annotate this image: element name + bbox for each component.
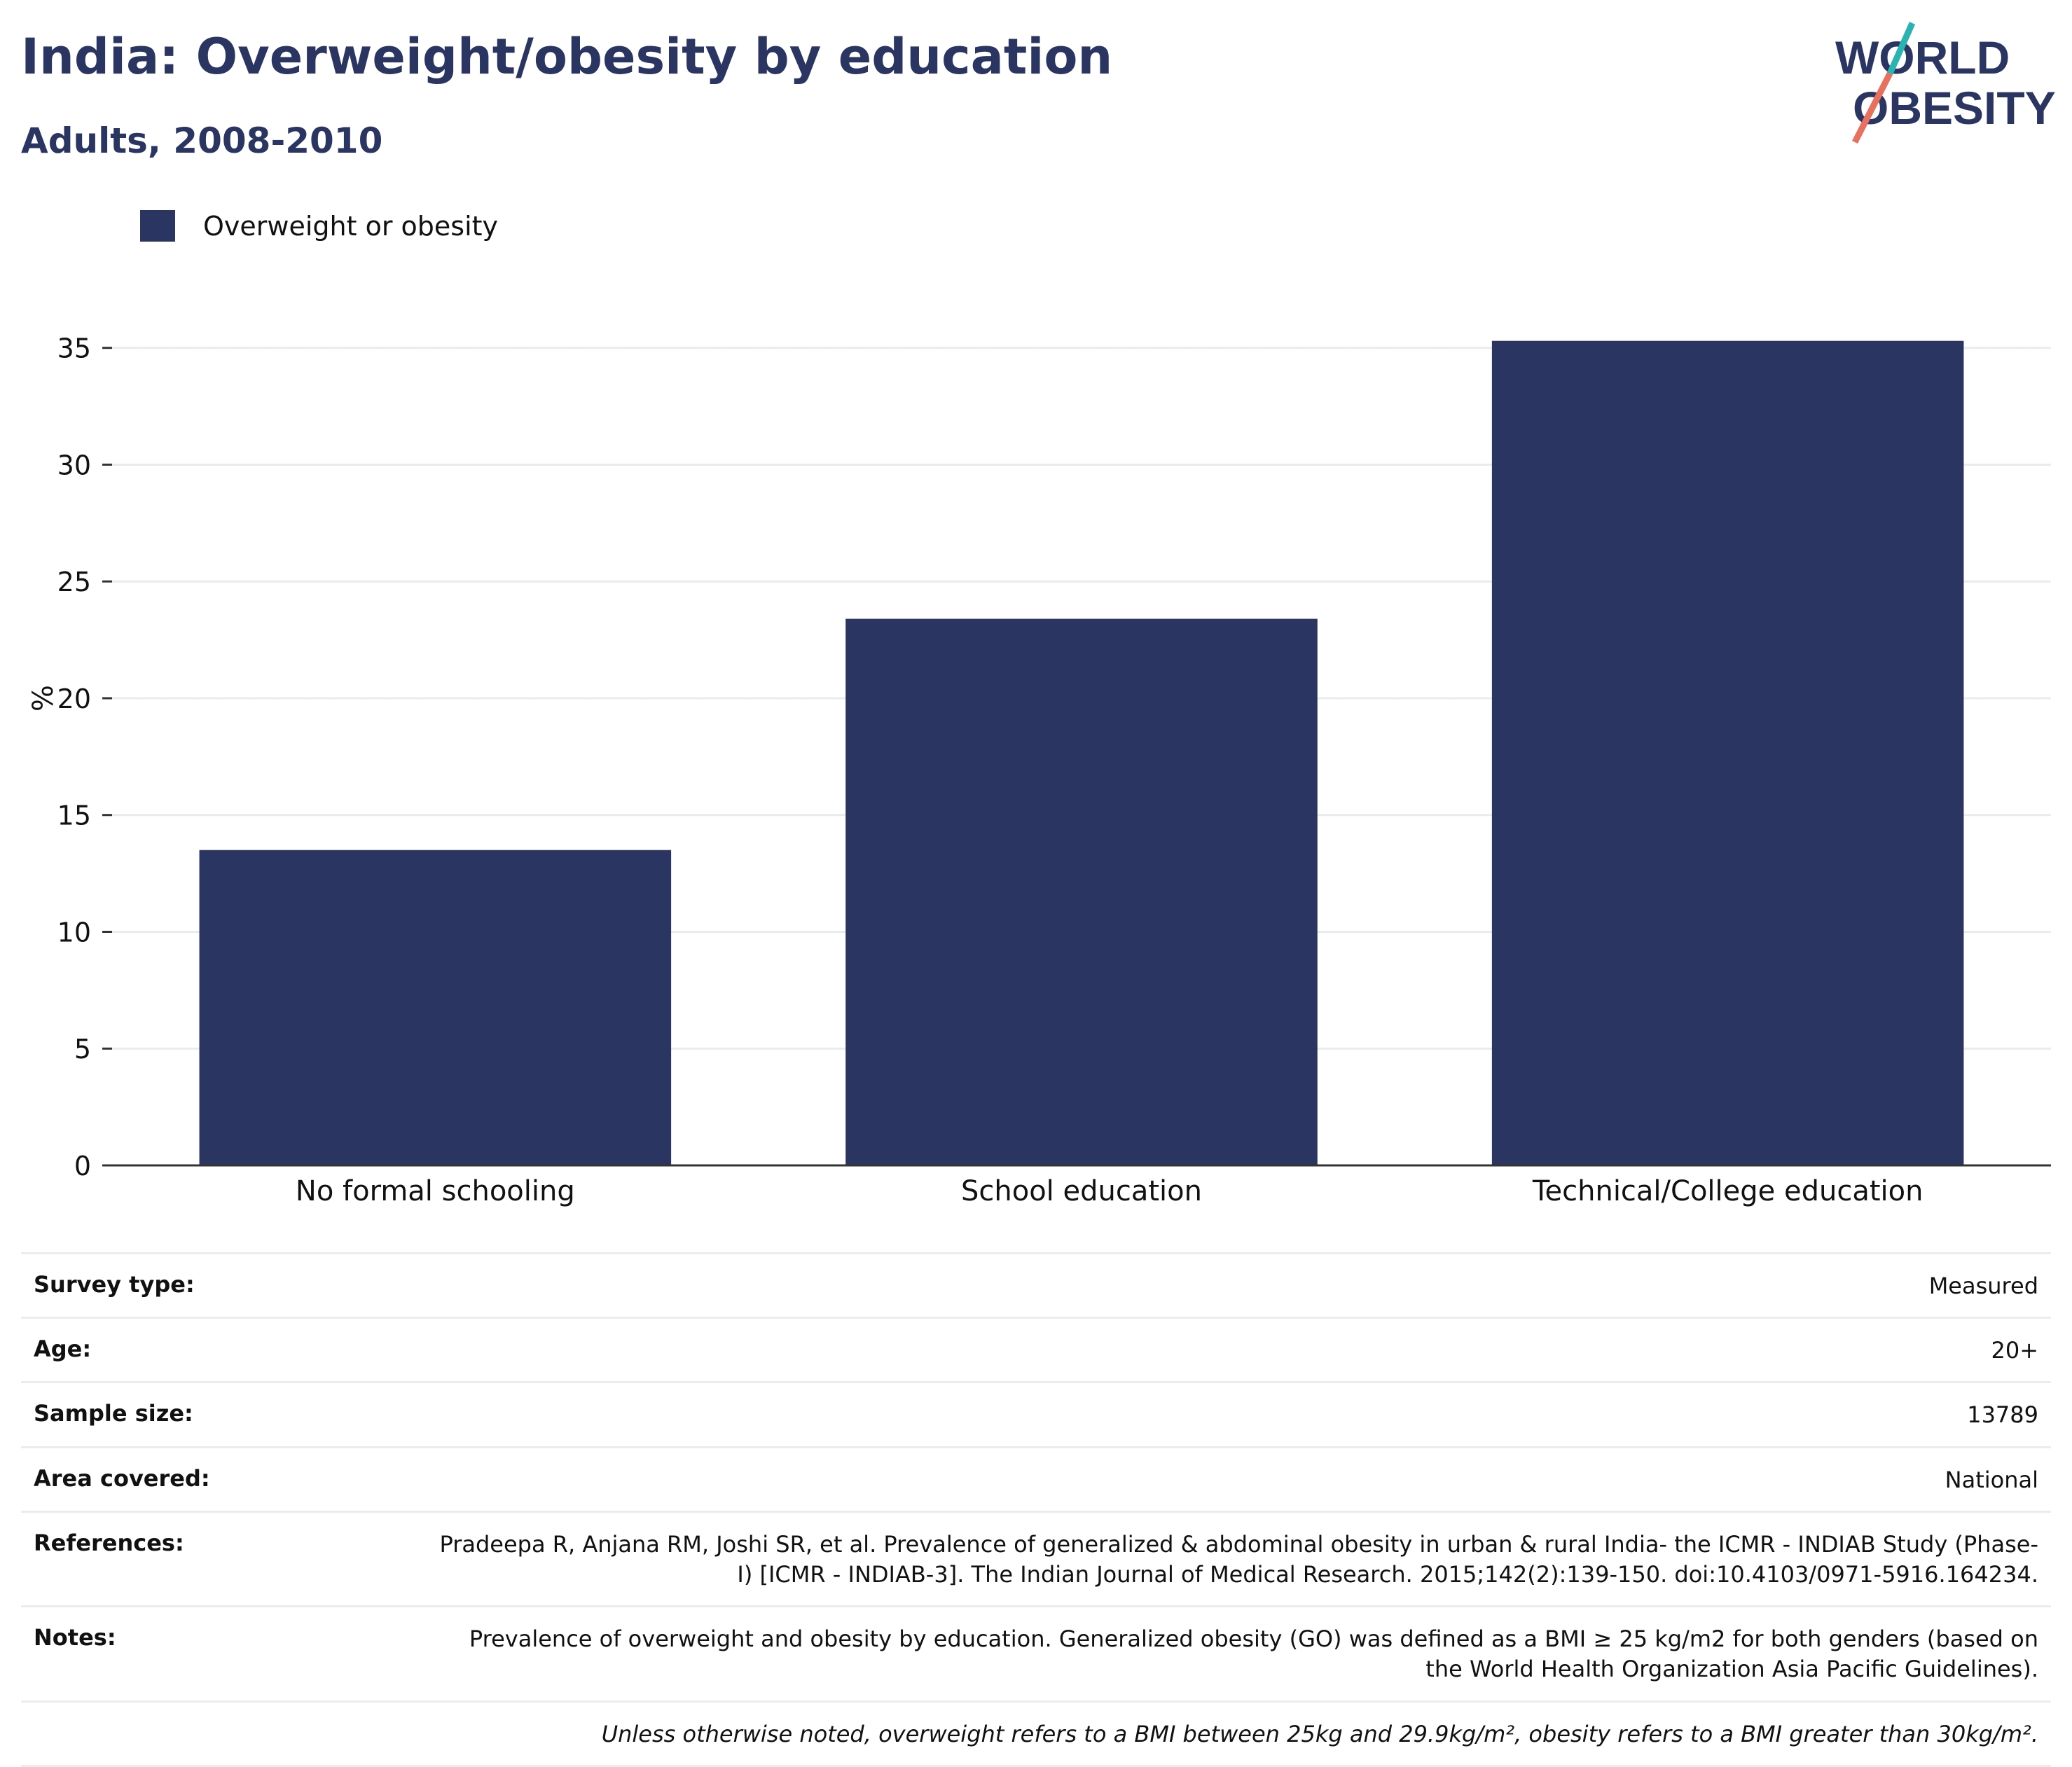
y-tick-label: 35 bbox=[57, 333, 91, 364]
info-key: References: bbox=[34, 1529, 184, 1556]
y-tick-label: 30 bbox=[57, 450, 91, 480]
info-footnote: Unless otherwise noted, overweight refer… bbox=[21, 1700, 2051, 1767]
x-tick-label: No formal schooling bbox=[296, 1175, 575, 1207]
info-key: Age: bbox=[34, 1336, 92, 1363]
legend-label: Overweight or obesity bbox=[203, 210, 499, 242]
info-row-age: Age: 20+ bbox=[21, 1317, 2051, 1381]
info-value: National bbox=[1945, 1466, 2038, 1493]
info-key: Sample size: bbox=[34, 1400, 193, 1427]
bar bbox=[1491, 340, 1964, 1166]
info-value: Measured bbox=[1928, 1273, 2038, 1299]
x-tick-label: School education bbox=[961, 1175, 1202, 1207]
chart-title: India: Overweight/obesity by education bbox=[21, 28, 1113, 85]
info-row-sample-size: Sample size: 13789 bbox=[21, 1381, 2051, 1446]
chart-subtitle: Adults, 2008-2010 bbox=[21, 120, 383, 161]
y-tick-label: 25 bbox=[57, 567, 91, 597]
logo-text-world: WORLD bbox=[1835, 32, 2010, 83]
info-value: Prevalence of overweight and obesity by … bbox=[469, 1626, 2038, 1683]
y-tick-label: 15 bbox=[57, 801, 91, 831]
logo-slash-coral bbox=[1851, 71, 1893, 144]
logo-text-obesity: OBESITY bbox=[1853, 82, 2056, 134]
y-tick-label: 10 bbox=[57, 917, 91, 948]
survey-info-table: Survey type: Measured Age: 20+ Sample si… bbox=[21, 1252, 2051, 1767]
x-tick-label: Technical/College education bbox=[1532, 1175, 1923, 1207]
info-row-survey-type: Survey type: Measured bbox=[21, 1252, 2051, 1317]
info-key: Survey type: bbox=[34, 1271, 195, 1298]
y-tick-label: 0 bbox=[74, 1151, 91, 1182]
legend-swatch bbox=[140, 210, 175, 242]
info-value: 13789 bbox=[1967, 1401, 2038, 1429]
info-key: Area covered: bbox=[34, 1464, 210, 1492]
info-key: Notes: bbox=[34, 1624, 116, 1651]
y-tick-label: 20 bbox=[57, 684, 91, 714]
bar bbox=[845, 618, 1318, 1165]
world-obesity-logo: WORLD OBESITY bbox=[1835, 22, 2056, 144]
bar bbox=[199, 850, 672, 1165]
y-axis-label: % bbox=[27, 685, 60, 712]
logo-slash-teal bbox=[1886, 22, 1916, 75]
info-row-notes: Notes: Prevalence of overweight and obes… bbox=[21, 1605, 2051, 1700]
footnote-text: Unless otherwise noted, overweight refer… bbox=[601, 1720, 2038, 1747]
info-row-area-covered: Area covered: National bbox=[21, 1446, 2051, 1511]
info-row-references: References: Pradeepa R, Anjana RM, Joshi… bbox=[21, 1510, 2051, 1605]
info-value: 20+ bbox=[1991, 1337, 2038, 1364]
info-value: Pradeepa R, Anjana RM, Joshi SR, et al. … bbox=[439, 1530, 2038, 1588]
chart-legend: Overweight or obesity bbox=[140, 210, 498, 242]
y-tick-label: 5 bbox=[74, 1034, 91, 1065]
bar-chart: 0 5 10 15 20 25 30 35% No formal schooling School… bbox=[27, 333, 2051, 1207]
